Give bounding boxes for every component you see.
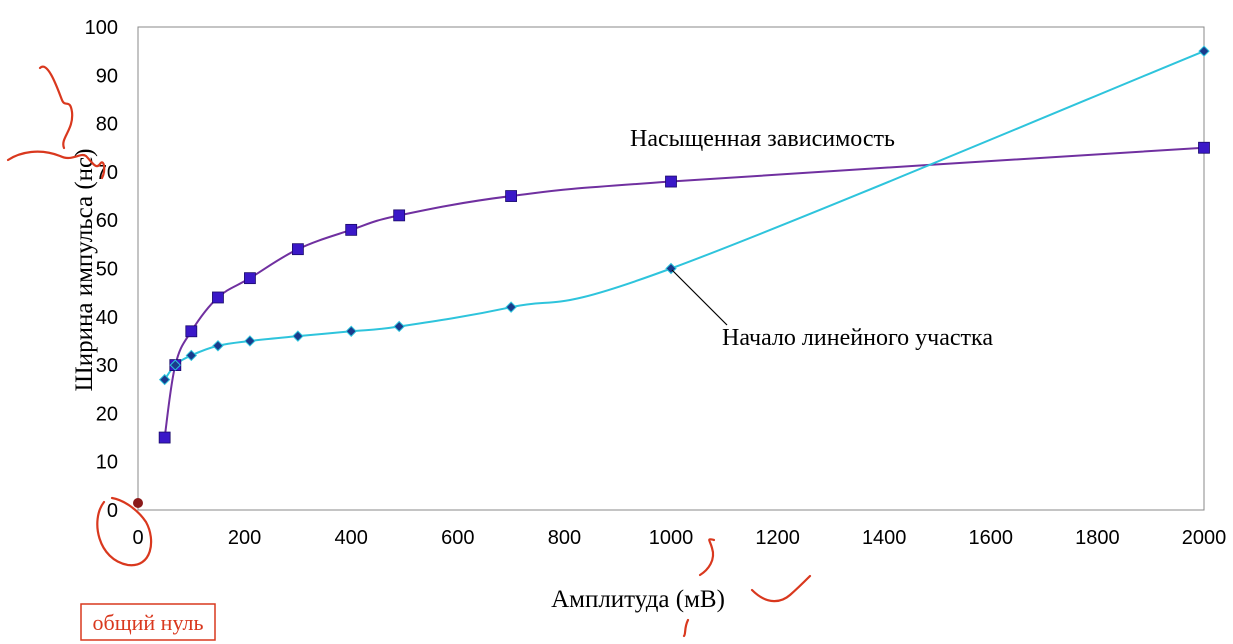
handwritten-marks <box>6 65 812 638</box>
series-0-point <box>244 272 256 285</box>
series-1-point <box>212 340 224 352</box>
x-tick-label: 800 <box>548 527 581 549</box>
y-tick-label: 0 <box>107 500 118 522</box>
handwritten-note-box <box>80 603 216 641</box>
x-axis-title: Амплитуда (мВ) <box>551 586 725 613</box>
series-0-point <box>345 223 358 236</box>
y-tick-label: 90 <box>96 65 118 87</box>
series-0-point <box>393 209 406 222</box>
series-1-point <box>505 301 517 313</box>
y-axis-title: Ширина импульса (нс) <box>71 149 98 392</box>
annotation-saturated: Насыщенная зависимость <box>630 126 895 152</box>
y-tick-label: 100 <box>85 17 118 39</box>
annotation-linear-start: Начало линейного участка <box>722 325 993 351</box>
x-tick-label: 0 <box>132 527 143 549</box>
handwritten-note-text: общий нуль <box>93 610 204 635</box>
handwritten-mark-y-axis-2 <box>6 150 106 180</box>
series-1-point <box>169 359 182 371</box>
handwritten-mark-x-axis-2 <box>750 574 812 603</box>
x-tick-label: 1400 <box>862 527 907 549</box>
x-axis-ticks: 0 200 400 600 800 1000 1200 1400 1600 1800 2000 <box>132 527 1226 549</box>
x-tick-label: 1200 <box>755 527 800 549</box>
series-0-point <box>185 325 198 338</box>
series-0-point <box>212 291 224 304</box>
series-0-point <box>505 190 518 202</box>
series-1-point <box>292 330 304 342</box>
x-tick-label: 1000 <box>649 527 694 549</box>
series-0-point <box>158 431 171 444</box>
handwritten-mark-origin-circle <box>96 496 153 567</box>
origin-point <box>133 498 143 508</box>
series-1-point <box>393 320 405 333</box>
y-tick-label: 30 <box>96 355 118 377</box>
x-tick-label: 600 <box>441 527 474 549</box>
series-markers <box>158 45 1210 444</box>
y-tick-label: 20 <box>96 403 118 425</box>
series-1-point <box>1198 45 1210 57</box>
y-tick-label: 60 <box>96 210 118 232</box>
x-tick-label: 1800 <box>1075 527 1120 549</box>
x-tick-label: 2000 <box>1182 527 1227 549</box>
series-1-point <box>158 373 171 386</box>
x-tick-label: 400 <box>335 527 368 549</box>
series-1-point <box>244 335 256 347</box>
y-tick-label: 50 <box>96 259 118 281</box>
y-tick-label: 40 <box>96 307 118 329</box>
series-0-point <box>665 175 677 188</box>
series-0-point <box>1198 141 1210 154</box>
y-tick-label: 80 <box>96 114 118 136</box>
series-0-point <box>291 243 304 256</box>
handwritten-mark-y-axis-1 <box>38 65 74 150</box>
x-tick-label: 1600 <box>969 527 1014 549</box>
handwritten-mark-x-axis-1 <box>698 538 716 577</box>
annotation-leader-line <box>671 269 728 326</box>
y-tick-label: 10 <box>96 452 118 474</box>
x-tick-label: 200 <box>228 527 261 549</box>
series-1-point <box>185 349 198 362</box>
handwritten-mark-x-axis-3 <box>682 618 690 638</box>
series-1-point <box>345 325 357 337</box>
